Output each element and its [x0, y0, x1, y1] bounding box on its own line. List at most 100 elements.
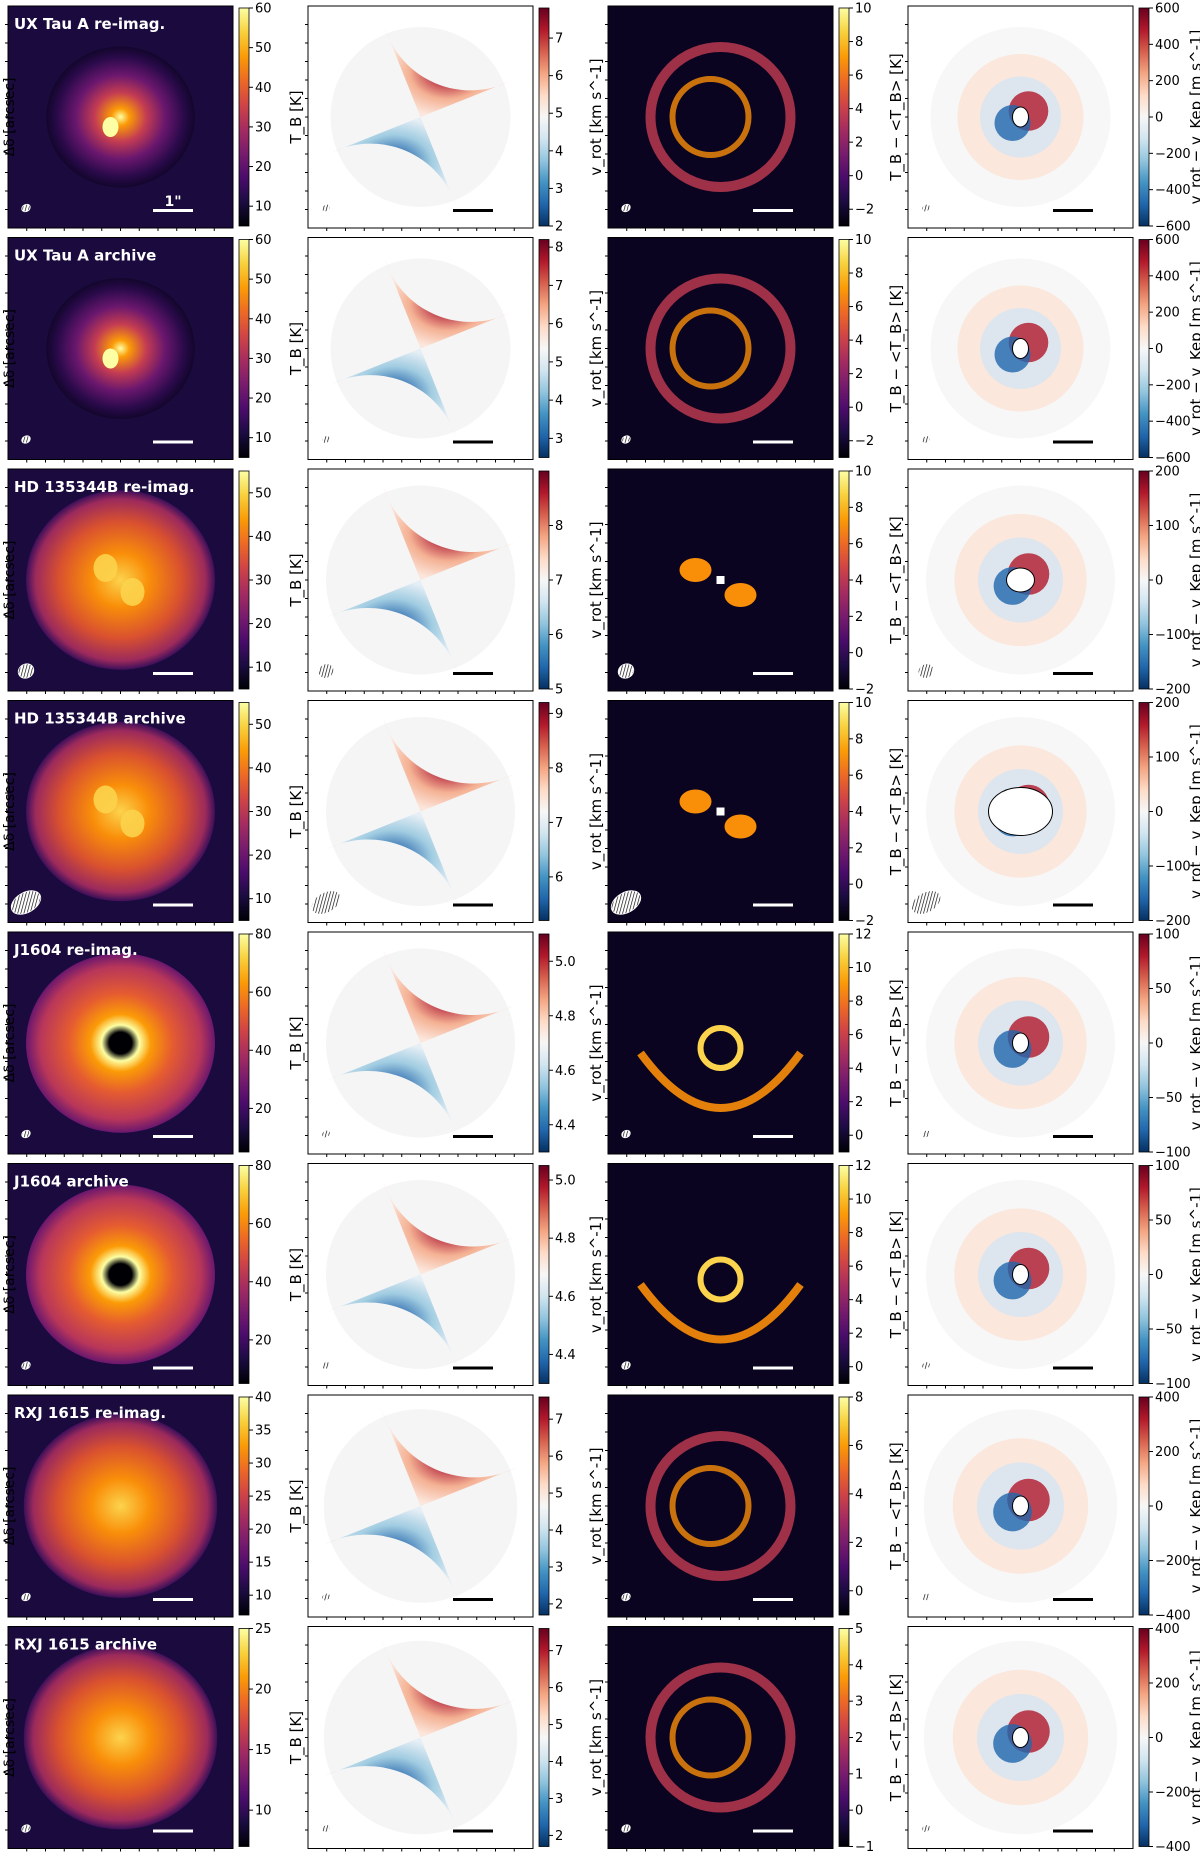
colorbar-tb-tick-1: 20 [255, 849, 272, 864]
beam-ellipse [321, 1824, 331, 1833]
colorbar-dtb-tick-0: 0 [855, 1584, 863, 1599]
panel-r1-c4: −600 −400 −200 0 200 400 600 v_rot − v_Kep [m s… [905, 2, 1200, 235]
colorbar-tb-tick-5: 60 [255, 233, 272, 248]
colorbar-vrot-tick-4: 7 [555, 279, 563, 294]
colorbar-tb-tick-5: 60 [255, 2, 272, 17]
colorbar-vrot: 4.4 4.6 4.8 5.0 v_rot [km s^-1] [538, 1165, 606, 1384]
colorbar-vrot: 4.4 4.6 4.8 5.0 v_rot [km s^-1] [538, 933, 606, 1153]
colorbar-dv-tick-6: 600 [1155, 233, 1180, 248]
colorbar-dtb-tick-1: 0 [855, 169, 863, 184]
row-label: J1604 archive [13, 1173, 129, 1191]
colorbar-tb-tick-5: 35 [255, 1424, 272, 1439]
colorbar-dtb-bar [838, 1165, 850, 1384]
colorbar-vrot-tick-0: 2 [555, 220, 563, 235]
colorbar-dv-bar [1138, 702, 1150, 921]
colorbar-tb-tick-1: 15 [255, 1556, 272, 1571]
colorbar-dv-tick-1: −50 [1155, 1091, 1182, 1106]
colorbar-dv-tick-1: −200 [1155, 1554, 1191, 1569]
emission-disk [46, 46, 195, 188]
panel-r4-c3: −2 0 2 4 6 8 10 T_B − <T_B> [K] [605, 696, 906, 929]
colorbar-dtb-tick-4: 6 [855, 537, 863, 552]
residual-ring [669, 1696, 752, 1779]
colorbar-vrot: 6 7 8 9 v_rot [km s^-1] [538, 702, 606, 921]
colorbar-tb-tick-0: 20 [255, 1333, 272, 1348]
colorbar-dtb-tick-3: 4 [855, 334, 863, 349]
colorbar-dtb-label: T_B − <T_B> [K] [887, 1442, 906, 1570]
colorbar-vrot-bar [538, 470, 550, 690]
colorbar-vrot: 2 3 4 5 6 7 v_rot [km s^-1] [538, 1396, 606, 1616]
colorbar-dtb-tick-6: 12 [855, 1159, 872, 1174]
colorbar-dv-label: v_rot − v_Kep [m s^-1] [1187, 724, 1200, 899]
blueshifted-lobe [326, 811, 459, 906]
beam-ellipse [921, 435, 931, 444]
colorbar-dv-tick-0: −200 [1155, 914, 1191, 929]
colorbar-dtb-tick-5: 8 [855, 35, 863, 50]
colorbar-dtb-tick-0: 0 [855, 1129, 863, 1144]
colorbar-dtb-tick-6: 12 [855, 928, 872, 943]
scale-bar [453, 903, 493, 907]
colorbar-vrot-tick-2: 4 [555, 1524, 563, 1539]
colorbar-tb-label: T_B [K] [287, 322, 306, 376]
colorbar-dv-tick-2: 0 [1155, 574, 1163, 589]
colorbar-dv-tick-0: −100 [1155, 1377, 1191, 1392]
beam-ellipse [317, 663, 335, 679]
colorbar-vrot-tick-2: 4 [555, 1755, 563, 1770]
scale-bar [753, 440, 793, 444]
colorbar-dv-tick-0: −400 [1155, 1609, 1191, 1624]
colorbar-dtb-tick-4: 3 [855, 1695, 863, 1710]
redshifted-lobe [382, 717, 515, 812]
colorbar-dtb-tick-1: 0 [855, 878, 863, 893]
colorbar-dtb-tick-5: 8 [855, 501, 863, 516]
colorbar-tb-tick-1: 20 [255, 160, 272, 175]
colorbar-dv-tick-2: 0 [1155, 1037, 1163, 1052]
beam-ellipse [21, 435, 31, 444]
colorbar-vrot-tick-0: 4.4 [555, 1118, 576, 1133]
colorbar-dtb-tick-0: 0 [855, 1360, 863, 1375]
beam-ellipse [621, 1129, 631, 1139]
colorbar-vrot-tick-2: 4 [555, 144, 563, 159]
redshifted-lobe [381, 1640, 518, 1738]
colorbar-tb: 10 20 30 40 50 T_B [K] [238, 470, 306, 690]
scale-bar [153, 1135, 193, 1138]
y-axis-label: Δδ [arcsec] [2, 1235, 18, 1314]
beam-ellipse [917, 663, 935, 679]
mask-square [716, 576, 725, 584]
colorbar-dtb-tick-6: 10 [855, 696, 872, 711]
colorbar-dtb-tick-3: 4 [855, 805, 863, 820]
colorbar-tb-tick-0: 10 [255, 200, 272, 215]
colorbar-vrot-tick-3: 5.0 [555, 1174, 576, 1189]
colorbar-dtb-tick-2: 2 [855, 841, 863, 856]
colorbar-dtb-bar [838, 1628, 850, 1847]
scale-bar [453, 1135, 493, 1138]
panel-r5-c1: J1604 re-imag. 20 40 60 80 T_B [K] [5, 928, 306, 1157]
beam-ellipse [10, 890, 42, 915]
image-background [608, 1395, 833, 1617]
colorbar-dtb: −2 0 2 4 6 8 10 T_B − <T_B> [K] [838, 2, 906, 227]
scale-bar [1053, 1366, 1093, 1370]
emission-peak [120, 809, 145, 838]
colorbar-dv-label: v_rot − v_Kep [m s^-1] [1187, 1419, 1200, 1594]
beam-ellipse [921, 1129, 931, 1139]
colorbar-dtb-label: T_B − <T_B> [K] [887, 979, 906, 1107]
colorbar-tb-tick-2: 30 [255, 352, 272, 367]
panel-r5-c2: 4.4 4.6 4.8 5.0 v_rot [km s^-1] [305, 931, 606, 1157]
colorbar-tb-tick-0: 10 [255, 1804, 272, 1819]
colorbar-tb-tick-1: 40 [255, 1275, 272, 1290]
colorbar-vrot-tick-5: 7 [555, 32, 563, 47]
colorbar-vrot-label: v_rot [km s^-1] [587, 58, 606, 175]
beam-ellipse [21, 203, 31, 213]
colorbar-dv-tick-0: −400 [1155, 1840, 1191, 1855]
inner-mask [1012, 1264, 1029, 1285]
colorbar-vrot-bar [538, 1628, 550, 1847]
scale-bar [453, 209, 493, 212]
colorbar-tb-tick-4: 50 [255, 718, 272, 733]
panel-r7-c3: 0 2 4 6 8 T_B − <T_B> [K] [605, 1391, 906, 1620]
scale-bar [1053, 1598, 1093, 1601]
emission-peak [120, 578, 145, 606]
colorbar-dv-tick-0: −600 [1155, 220, 1191, 235]
colorbar-dtb-tick-2: 2 [855, 136, 863, 151]
colorbar-vrot-tick-1: 4.6 [555, 1064, 576, 1079]
colorbar-dv-tick-4: 100 [1155, 1159, 1180, 1174]
beam-ellipse [921, 1592, 931, 1602]
colorbar-tb-tick-2: 30 [255, 120, 272, 135]
